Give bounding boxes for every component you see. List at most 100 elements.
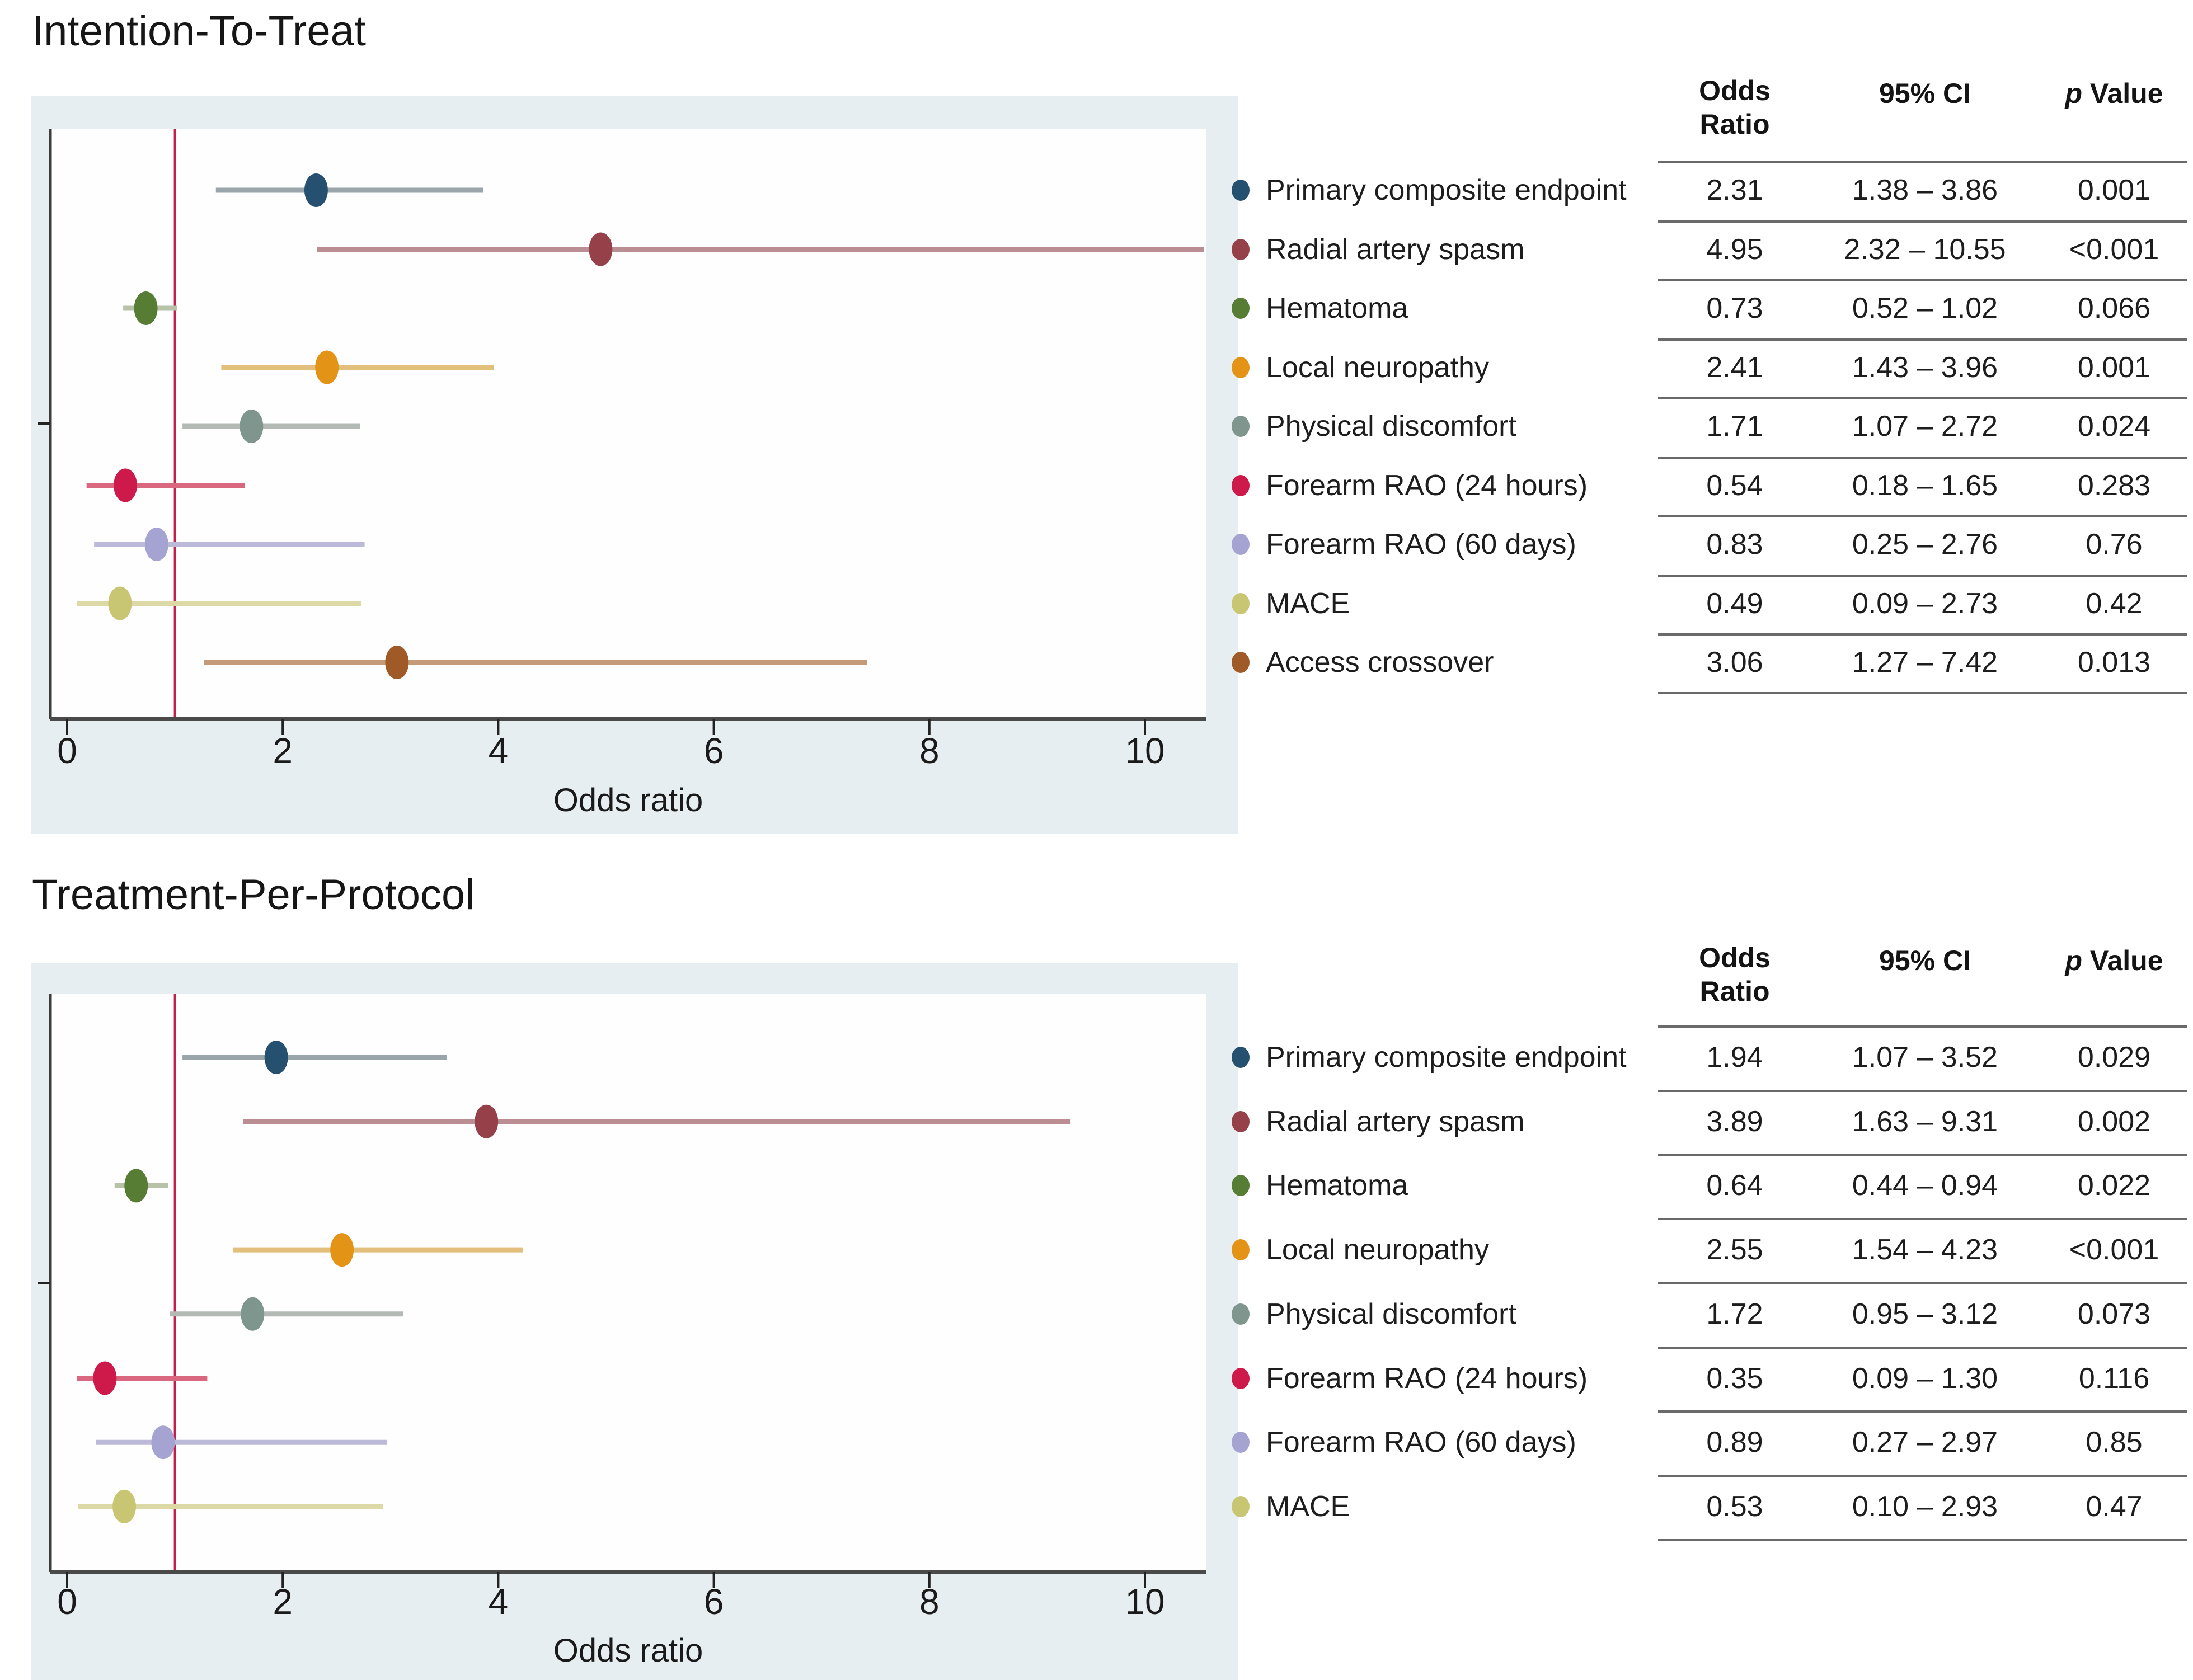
odds-ratio-value: 0.64 bbox=[1706, 1169, 1763, 1202]
panel-title-intention-to-treat: Intention-To-Treat bbox=[32, 7, 367, 55]
p-value: 0.116 bbox=[2078, 1362, 2150, 1395]
table-row-separator bbox=[1658, 1282, 2187, 1284]
odds-ratio-value: 0.53 bbox=[1706, 1490, 1763, 1523]
odds-ratio-value: 1.94 bbox=[1706, 1041, 1763, 1074]
table-row-separator bbox=[1658, 692, 2187, 694]
or-marker bbox=[475, 1104, 499, 1138]
p-value: 0.002 bbox=[2077, 1105, 2151, 1138]
table-header-95-ci: 95% CI bbox=[1879, 945, 1971, 976]
p-italic: p bbox=[2065, 78, 2082, 109]
p-value: 0.001 bbox=[2077, 174, 2151, 206]
row-label: Forearm RAO (24 hours) bbox=[1266, 469, 1588, 502]
p-value: 0.066 bbox=[2077, 292, 2151, 324]
ci-value: 0.27 – 2.97 bbox=[1852, 1426, 1998, 1459]
p-value: 0.022 bbox=[2077, 1169, 2151, 1202]
legend-dot bbox=[1232, 1110, 1250, 1132]
odds-ratio-value: 0.49 bbox=[1706, 587, 1763, 620]
table-row-separator bbox=[1658, 397, 2187, 399]
table-row-separator bbox=[1658, 1089, 2187, 1092]
ci-value: 0.10 – 2.93 bbox=[1852, 1490, 1998, 1523]
legend-dot bbox=[1232, 1239, 1250, 1261]
legend-dot bbox=[1232, 1047, 1250, 1068]
table-header-odds-ratio: Odds Ratio bbox=[1699, 942, 1771, 1007]
table-header-odds-ratio: Odds Ratio bbox=[1699, 75, 1771, 140]
table-header-95-ci: 95% CI bbox=[1879, 78, 1971, 109]
forest-plot-tpp: 0 2 4 6 8 10 Odds ratio bbox=[31, 963, 1238, 1680]
row-label: Physical discomfort bbox=[1266, 1297, 1516, 1330]
ci-value: 1.38 – 3.86 bbox=[1852, 174, 1998, 206]
x-tick-label: 6 bbox=[704, 731, 724, 771]
odds-ratio-value: 0.73 bbox=[1706, 292, 1763, 324]
forest-plot-itt: 0 2 4 6 8 10 Odds ratio bbox=[31, 96, 1238, 834]
or-marker bbox=[144, 528, 168, 561]
row-label: Primary composite endpoint bbox=[1266, 174, 1627, 206]
p-value: 0.013 bbox=[2077, 646, 2151, 679]
p-value: 0.001 bbox=[2077, 351, 2151, 384]
x-tick-label: 0 bbox=[57, 1582, 77, 1622]
odds-ratio-value: 0.54 bbox=[1706, 469, 1763, 502]
legend-dot bbox=[1232, 1303, 1250, 1325]
table-row-separator bbox=[1658, 1474, 2187, 1477]
p-value: <0.001 bbox=[2069, 233, 2159, 266]
ci-value: 0.52 – 1.02 bbox=[1852, 292, 1998, 324]
row-label: Access crossover bbox=[1266, 646, 1494, 679]
ci-value: 1.43 – 3.96 bbox=[1852, 351, 1998, 384]
row-label: Primary composite endpoint bbox=[1266, 1041, 1627, 1074]
row-label: Forearm RAO (24 hours) bbox=[1266, 1362, 1588, 1395]
odds-ratio-value: 2.41 bbox=[1706, 351, 1763, 384]
table-row-separator bbox=[1658, 1218, 2187, 1221]
table-row-separator bbox=[1658, 456, 2187, 459]
forest-plot-svg: 0 2 4 6 8 10 Odds ratio bbox=[38, 129, 1206, 818]
row-label: Hematoma bbox=[1266, 292, 1408, 324]
plot-area bbox=[50, 994, 1206, 1572]
or-marker bbox=[151, 1425, 175, 1460]
x-axis-title: Odds ratio bbox=[553, 1632, 703, 1669]
ci-value: 0.09 – 2.73 bbox=[1852, 587, 1998, 620]
p-rest: Value bbox=[2082, 945, 2163, 976]
legend-dot bbox=[1232, 474, 1250, 496]
ci-value: 0.95 – 3.12 bbox=[1852, 1297, 1998, 1330]
table-row-separator bbox=[1658, 279, 2187, 281]
or-marker bbox=[589, 232, 613, 266]
p-value: 0.283 bbox=[2077, 469, 2151, 502]
legend-dot bbox=[1232, 1432, 1250, 1453]
legend-dot bbox=[1232, 1367, 1250, 1389]
ci-value: 1.27 – 7.42 bbox=[1852, 646, 1998, 679]
p-value: 0.024 bbox=[2077, 410, 2151, 443]
ci-value: 1.63 – 9.31 bbox=[1852, 1105, 1998, 1138]
table-row-separator bbox=[1658, 338, 2187, 341]
odds-ratio-value: 1.72 bbox=[1706, 1297, 1763, 1330]
or-marker bbox=[304, 173, 328, 207]
legend-dot bbox=[1232, 298, 1250, 319]
table-row-separator bbox=[1658, 220, 2187, 223]
table-header-p-value: p Value bbox=[2030, 944, 2193, 977]
table-row-separator bbox=[1658, 161, 2187, 163]
odds-ratio-value: 3.06 bbox=[1706, 646, 1763, 679]
or-marker bbox=[134, 291, 158, 325]
or-marker bbox=[385, 646, 409, 679]
or-marker bbox=[240, 410, 264, 443]
row-label: MACE bbox=[1266, 1490, 1350, 1523]
legend-dot bbox=[1232, 652, 1250, 673]
or-marker bbox=[315, 350, 339, 384]
legend-dot bbox=[1232, 592, 1250, 614]
table-row-separator bbox=[1658, 633, 2187, 636]
legend-dot bbox=[1232, 356, 1250, 378]
odds-ratio-value: 0.89 bbox=[1706, 1426, 1763, 1459]
x-tick-label: 8 bbox=[919, 731, 940, 771]
or-marker bbox=[124, 1169, 148, 1203]
ci-value: 0.44 – 0.94 bbox=[1852, 1169, 1998, 1202]
table-row-separator bbox=[1658, 574, 2187, 577]
legend-dot bbox=[1232, 180, 1250, 201]
row-label: Forearm RAO (60 days) bbox=[1266, 528, 1576, 561]
or-marker bbox=[114, 468, 138, 502]
ci-value: 1.07 – 3.52 bbox=[1852, 1041, 1998, 1074]
p-italic: p bbox=[2065, 945, 2082, 976]
or-marker bbox=[241, 1297, 265, 1331]
odds-ratio-value: 2.55 bbox=[1706, 1234, 1763, 1267]
row-label: Radial artery spasm bbox=[1266, 1105, 1525, 1138]
odds-ratio-value: 4.95 bbox=[1706, 233, 1763, 266]
p-value: 0.85 bbox=[2086, 1426, 2143, 1459]
row-label: Hematoma bbox=[1266, 1169, 1408, 1202]
